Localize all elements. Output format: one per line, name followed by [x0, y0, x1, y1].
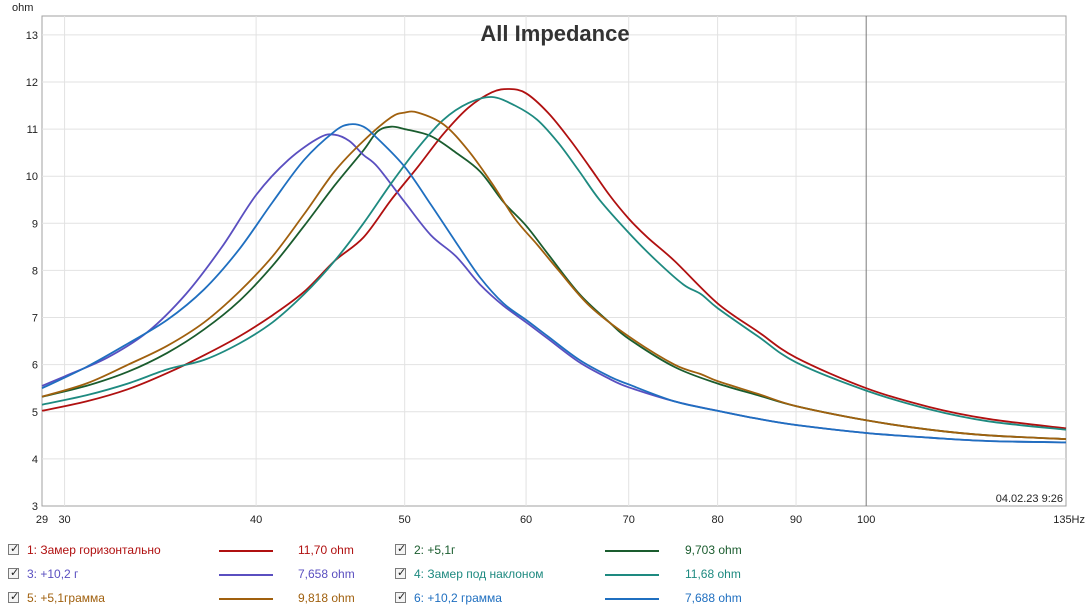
series-2-swatch: [605, 550, 659, 552]
check-icon: ✓: [10, 590, 20, 603]
check-icon: ✓: [397, 542, 407, 555]
series-4-checkbox[interactable]: ✓: [395, 566, 407, 579]
series-3-swatch: [219, 574, 273, 576]
series-line-1: [41, 88, 1067, 430]
legend-item-series-1: ✓ 1: Замер горизонтально 11,70 ohm: [0, 538, 395, 560]
series-2-value: 9,703 ohm: [685, 543, 742, 557]
x-tick-label: 80: [711, 514, 723, 526]
series-4-name: 4: Замер под наклоном: [414, 567, 544, 581]
series-6-value: 7,688 ohm: [685, 591, 742, 605]
series-1-value: 11,70 ohm: [298, 543, 354, 557]
y-tick-label: 4: [32, 454, 38, 466]
series-5-swatch: [219, 598, 273, 600]
timestamp: 04.02.23 9:26: [996, 493, 1063, 505]
x-tick-label: 30: [58, 514, 70, 526]
x-tick-label: 135Hz: [1053, 514, 1085, 526]
series-6-name: 6: +10,2 грамма: [414, 591, 502, 605]
legend-item-series-3: ✓ 3: +10,2 г 7,658 ohm: [0, 562, 395, 584]
x-tick-label: 60: [520, 514, 532, 526]
y-tick-label: 11: [27, 124, 38, 136]
y-axis-label: ohm: [12, 2, 33, 14]
y-tick-label: 9: [32, 218, 38, 230]
x-tick-label: 50: [399, 514, 411, 526]
series-6-swatch: [605, 598, 659, 600]
legend-item-series-5: ✓ 5: +5,1грамма 9,818 ohm: [0, 586, 395, 608]
x-tick-label: 29: [36, 514, 48, 526]
check-icon: ✓: [10, 542, 20, 555]
series-4-swatch: [605, 574, 659, 576]
chart-title: All Impedance: [480, 21, 629, 46]
y-tick-label: 5: [32, 407, 38, 419]
legend-row-2: ✓ 3: +10,2 г 7,658 ohm ✓ 4: Замер под на…: [0, 562, 1090, 584]
x-tick-label: 40: [250, 514, 262, 526]
series-lines: [41, 88, 1067, 444]
series-3-name: 3: +10,2 г: [27, 567, 79, 581]
legend-item-series-6: ✓ 6: +10,2 грамма 7,688 ohm: [395, 586, 795, 608]
check-icon: ✓: [397, 590, 407, 603]
legend: ✓ 1: Замер горизонтально 11,70 ohm ✓ 2: …: [0, 536, 1090, 612]
legend-row-3: ✓ 5: +5,1грамма 9,818 ohm ✓ 6: +10,2 гра…: [0, 586, 1090, 608]
x-tick-labels: 29 30 40 50 60 70 80 90 100 135Hz: [36, 514, 1085, 526]
y-tick-label: 7: [32, 313, 38, 325]
impedance-chart: 3 4 5 6 7 8 9 10 11 12 13 29 30 40 50 60 70 80 90 100 135Hz…: [12, 2, 1085, 526]
check-icon: ✓: [397, 566, 407, 579]
series-1-checkbox[interactable]: ✓: [8, 542, 20, 555]
series-5-name: 5: +5,1грамма: [27, 591, 105, 605]
series-3-checkbox[interactable]: ✓: [8, 566, 20, 579]
series-4-value: 11,68 ohm: [685, 567, 741, 581]
series-2-checkbox[interactable]: ✓: [395, 542, 407, 555]
legend-item-series-4: ✓ 4: Замер под наклоном 11,68 ohm: [395, 562, 795, 584]
y-tick-label: 12: [26, 77, 38, 89]
y-tick-labels: 3 4 5 6 7 8 9 10 11 12 13: [26, 30, 38, 513]
y-tick-label: 10: [26, 171, 38, 183]
series-5-value: 9,818 ohm: [298, 591, 355, 605]
series-line-6: [41, 123, 1067, 444]
x-tick-label: 90: [790, 514, 802, 526]
series-5-checkbox[interactable]: ✓: [8, 590, 20, 603]
y-tick-label: 3: [32, 501, 38, 513]
series-3-value: 7,658 ohm: [298, 567, 355, 581]
series-2-name: 2: +5,1г: [414, 543, 456, 557]
x-tick-label: 70: [623, 514, 635, 526]
grid-lines: [42, 16, 1066, 506]
y-tick-label: 8: [32, 265, 38, 277]
series-line-5: [41, 110, 1067, 440]
legend-row-1: ✓ 1: Замер горизонтально 11,70 ohm ✓ 2: …: [0, 538, 1090, 560]
x-tick-label: 100: [857, 514, 875, 526]
legend-item-series-2: ✓ 2: +5,1г 9,703 ohm: [395, 538, 795, 560]
series-1-swatch: [219, 550, 273, 552]
series-1-name: 1: Замер горизонтально: [27, 543, 161, 557]
series-line-4: [41, 96, 1067, 431]
check-icon: ✓: [10, 566, 20, 579]
y-tick-label: 13: [26, 30, 38, 42]
y-tick-label: 6: [32, 360, 38, 372]
series-6-checkbox[interactable]: ✓: [395, 590, 407, 603]
